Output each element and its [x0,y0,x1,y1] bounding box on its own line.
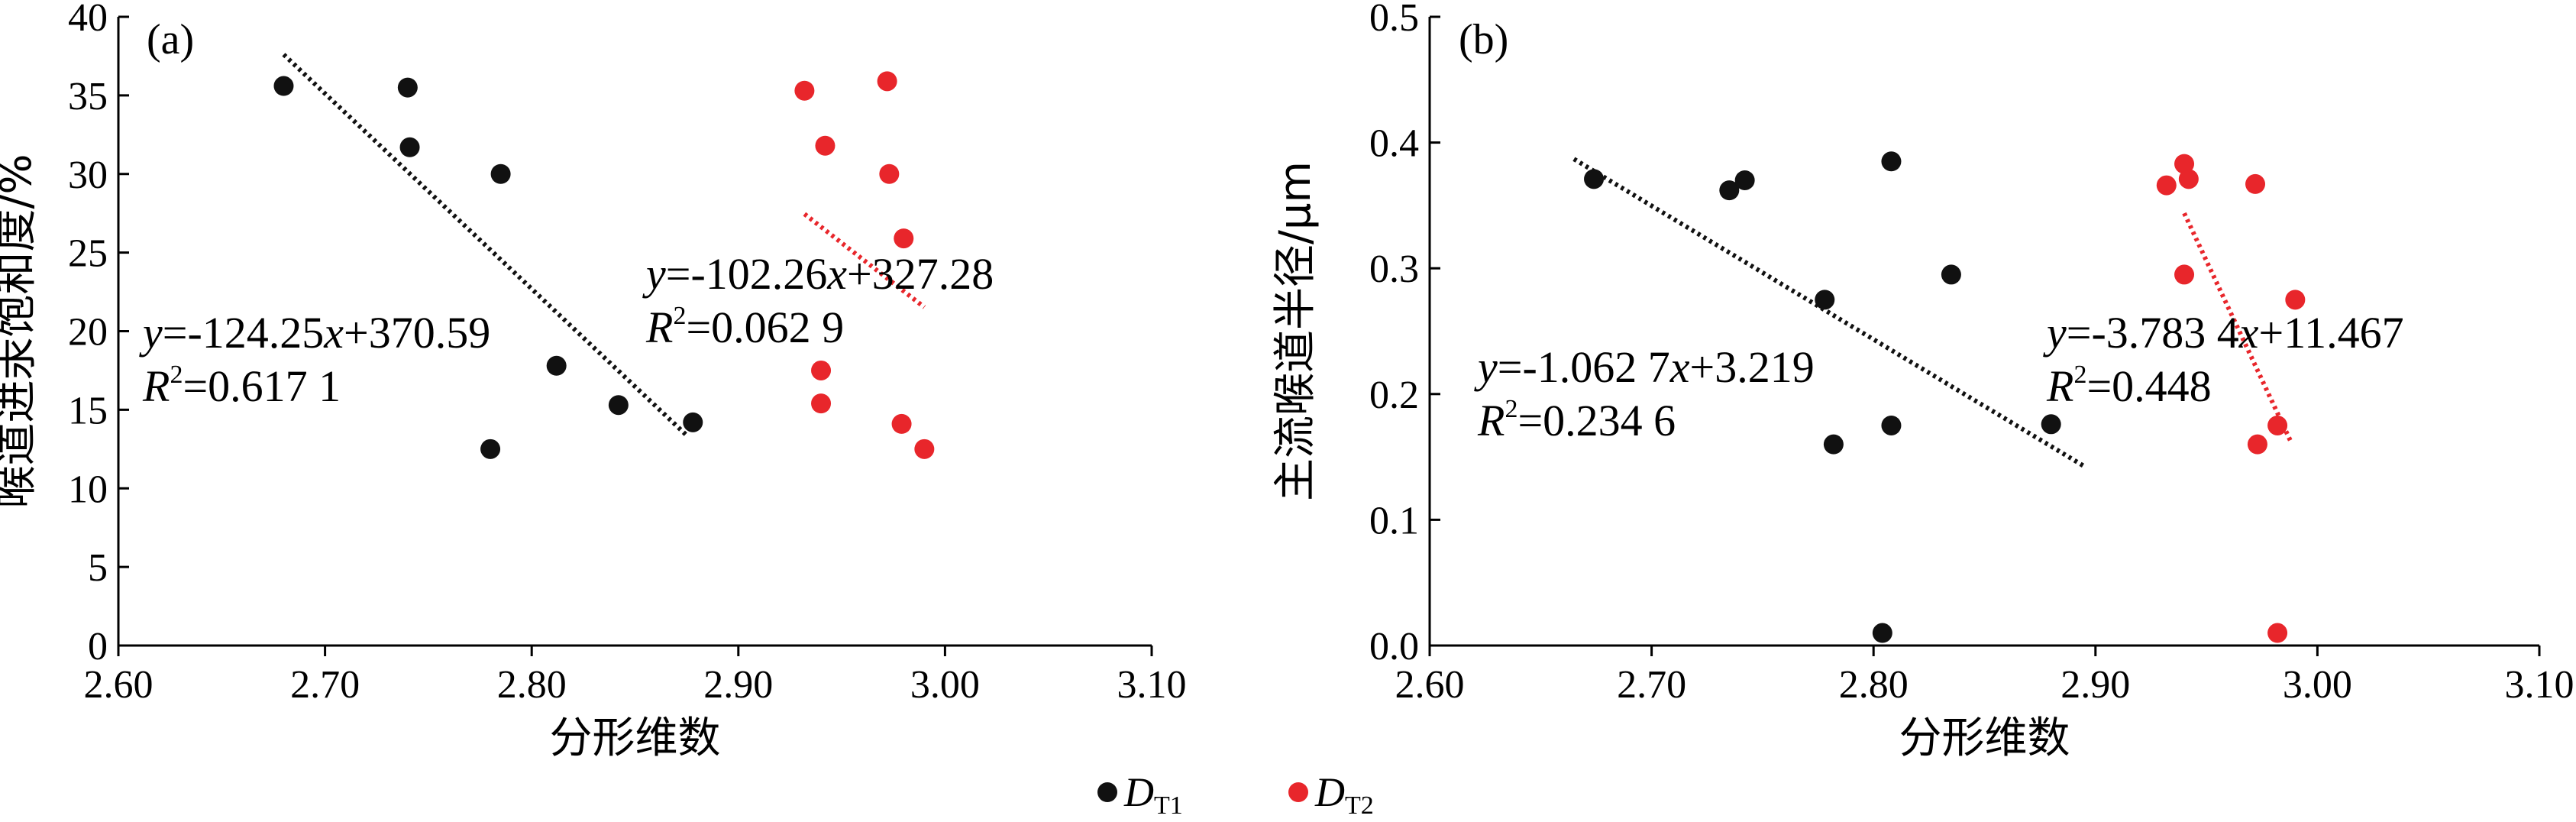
point-D_T2 [815,135,836,156]
point-D_T1 [397,77,418,98]
point-D_T2 [811,393,832,414]
panel-label: (b) [1459,16,1508,63]
point-D_T2 [877,71,897,92]
equation-D_T1: y=-124.25x+370.59 [139,308,490,358]
point-D_T1 [490,163,511,184]
y-tick-label: 10 [68,468,108,511]
point-D_T2 [2267,415,2288,435]
legend-label-0: DT1 [1123,769,1183,820]
r-squared-D_T1: R2=0.234 6 [1477,395,1676,445]
point-D_T2 [891,413,912,434]
point-D_T1 [1719,180,1740,201]
y-tick-label: 20 [68,311,108,354]
x-tick-label: 3.00 [2283,663,2352,707]
y-tick-label: 5 [88,546,108,590]
point-D_T2 [894,228,914,249]
point-D_T1 [608,395,629,416]
x-tick-label: 2.90 [703,663,773,707]
point-D_T2 [2245,173,2266,194]
chart-panel-b: 2.60 2.70 2.80 2.90 3.00 3.10 0.0 0.1 0.2 0.3 0.4 0… [1271,0,2574,763]
trendline-D_T1 [1572,157,2086,469]
legend-marker-0 [1097,782,1117,802]
point-D_T2 [2178,169,2199,189]
trendline-D_T2 [2182,212,2293,443]
point-D_T1 [1584,169,1605,189]
point-D_T2 [2285,290,2306,310]
y-tick-label: 0.4 [1369,122,1419,166]
equation-D_T2: y=-102.26x+327.28 [642,249,994,299]
y-tick-label: 35 [68,75,108,118]
y-tick-label: 0.3 [1369,248,1419,291]
point-D_T2 [2174,154,2195,174]
y-tick-label: 0.5 [1369,0,1419,40]
point-D_T1 [1872,623,1892,643]
point-D_T2 [879,163,900,184]
x-axis-title: 分形维数 [550,714,721,763]
legend: DT1 DT2 [1097,769,1374,820]
legend-label-1: DT2 [1314,769,1374,820]
chart-panel-a: 2.60 2.70 2.80 2.90 3.00 3.10 0 5 10 15 20 25 30 35 40… [0,0,1187,763]
x-tick-label: 2.80 [1839,663,1909,707]
x-axis-title: 分形维数 [1899,714,2070,763]
equation-D_T2: y=-3.783 4x+11.467 [2043,308,2404,358]
y-axis-title: 主流喉道半径/μm [1271,161,1320,501]
point-D_T1 [546,355,567,376]
x-tick-label: 2.60 [84,663,154,707]
point-D_T1 [1815,290,1835,310]
trendline-D_T1 [282,53,689,438]
y-tick-label: 25 [68,232,108,276]
x-tick-label: 2.80 [497,663,567,707]
r-squared-D_T1: R2=0.617 1 [142,361,341,411]
y-tick-label: 0.1 [1369,499,1419,542]
r-squared-D_T2: R2=0.062 9 [645,302,844,352]
point-D_T1 [273,76,294,96]
equation-D_T1: y=-1.062 7x+3.219 [1474,342,1815,392]
x-tick-label: 2.60 [1395,663,1465,707]
point-D_T2 [811,360,832,380]
y-tick-label: 0 [88,625,108,668]
point-D_T1 [1881,151,1902,172]
point-D_T1 [1823,434,1844,455]
x-tick-label: 2.70 [290,663,360,707]
panel-label: (a) [147,16,194,63]
trendline-D_T2 [803,212,926,309]
legend-marker-1 [1288,782,1308,802]
point-D_T2 [2174,264,2195,285]
point-D_T1 [1881,415,1902,435]
y-tick-label: 40 [68,0,108,40]
y-tick-label: 0.0 [1369,625,1419,668]
x-tick-label: 2.90 [2060,663,2130,707]
point-D_T2 [794,80,815,101]
point-D_T1 [2041,414,2061,435]
point-D_T1 [399,137,420,157]
point-D_T1 [683,412,703,432]
x-tick-label: 3.10 [1117,663,1187,707]
x-tick-label: 3.10 [2505,663,2574,707]
y-tick-label: 0.2 [1369,374,1419,417]
point-D_T1 [480,439,501,459]
y-tick-label: 30 [68,154,108,197]
point-D_T1 [1941,264,1961,285]
point-D_T1 [1734,170,1755,190]
point-D_T2 [2156,175,2177,196]
point-D_T2 [2267,623,2288,643]
y-axis-title: 喉道进汞饱和度/% [0,154,41,508]
point-D_T2 [914,439,935,459]
y-tick-label: 15 [68,389,108,432]
r-squared-D_T2: R2=0.448 [2046,361,2212,411]
x-tick-label: 2.70 [1617,663,1686,707]
x-tick-label: 3.00 [910,663,980,707]
point-D_T2 [2247,434,2267,455]
